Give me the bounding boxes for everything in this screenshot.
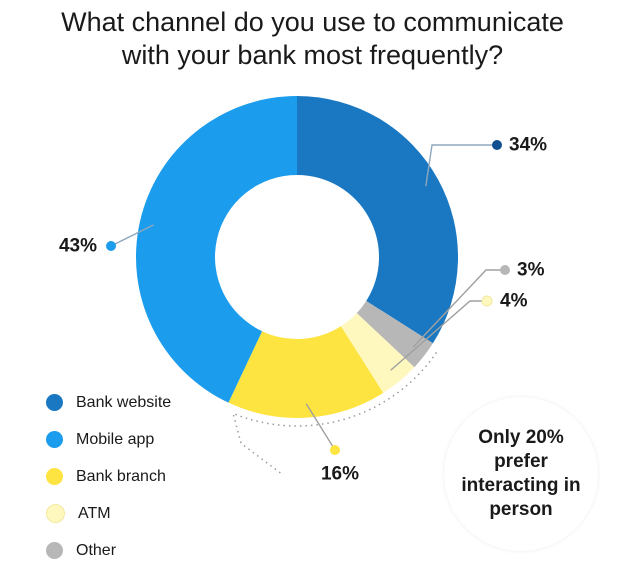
in-person-callout: Only 20% prefer interacting in person — [444, 397, 598, 551]
leader-line-bank-website — [425, 144, 497, 187]
chart-title-line-2: with your bank most frequently? — [121, 40, 504, 70]
label-dot-bank-website — [492, 140, 502, 150]
legend: Bank website Mobile app Bank branch ATM … — [46, 384, 171, 569]
leader-line-bank-branch — [305, 403, 336, 451]
in-person-callout-text: Only 20% prefer interacting in person — [461, 427, 581, 520]
slice-atm — [340, 313, 415, 393]
percentage-labels: 34% 3% 4% 16% 43% — [59, 135, 547, 485]
leader-line-other — [412, 269, 505, 348]
label-dot-other — [500, 265, 510, 275]
legend-swatch-bank-branch — [46, 468, 63, 485]
legend-item-atm: ATM — [46, 495, 171, 532]
legend-label-other: Other — [76, 541, 117, 559]
legend-item-bank-website: Bank website — [46, 384, 171, 421]
legend-item-bank-branch: Bank branch — [46, 458, 171, 495]
label-dot-bank-branch — [330, 445, 340, 455]
pct-label-atm: 4% — [500, 291, 528, 312]
slice-mobile-app — [136, 96, 297, 403]
slice-bank-branch — [228, 326, 384, 419]
legend-label-mobile-app: Mobile app — [76, 430, 155, 448]
slice-bank-website — [297, 96, 458, 344]
pct-label-bank-website: 34% — [509, 135, 547, 156]
in-person-dotted-arc — [232, 352, 438, 475]
donut-slices — [136, 96, 458, 419]
label-dot-mobile-app — [106, 241, 116, 251]
pct-label-other: 3% — [517, 260, 545, 281]
legend-label-atm: ATM — [78, 504, 111, 522]
legend-swatch-mobile-app — [46, 431, 63, 448]
legend-label-bank-branch: Bank branch — [76, 467, 166, 485]
legend-swatch-atm — [46, 504, 65, 523]
legend-swatch-other — [46, 542, 63, 559]
pct-label-mobile-app: 43% — [59, 236, 97, 257]
legend-swatch-bank-website — [46, 394, 63, 411]
leader-line-mobile-app — [110, 224, 154, 247]
legend-label-bank-website: Bank website — [76, 393, 172, 411]
chart-title: What channel do you use to communicate w… — [0, 6, 625, 72]
leader-line-atm — [390, 300, 487, 371]
chart-title-line-1: What channel do you use to communicate — [61, 7, 564, 37]
label-dot-atm — [481, 295, 493, 307]
legend-item-mobile-app: Mobile app — [46, 421, 171, 458]
leader-lines — [106, 140, 510, 455]
legend-item-other: Other — [46, 532, 171, 569]
pct-label-bank-branch: 16% — [321, 464, 359, 485]
